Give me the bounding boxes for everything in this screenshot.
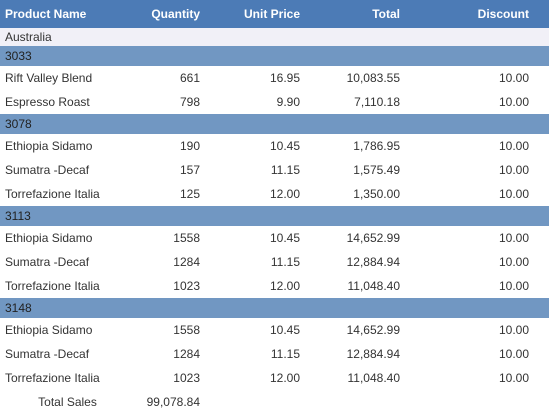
data-row: Sumatra -Decaf 1284 11.15 12,884.94 10.00 xyxy=(0,250,549,274)
cell: 10.45 xyxy=(269,139,300,153)
data-row: Ethiopia Sidamo 190 10.45 1,786.95 10.00 xyxy=(0,134,549,158)
cell: 10.00 xyxy=(498,139,529,153)
cell: 10.00 xyxy=(498,187,529,201)
cell: 125 xyxy=(179,187,200,201)
cell: 14,652.99 xyxy=(346,231,400,245)
cell: 190 xyxy=(179,139,200,153)
data-row: Ethiopia Sidamo 1558 10.45 14,652.99 10.00 xyxy=(0,318,549,342)
cell: 10,083.55 xyxy=(346,71,400,85)
cell: 1,350.00 xyxy=(353,187,400,201)
cell: 11,048.40 xyxy=(347,279,401,293)
cell: Ethiopia Sidamo xyxy=(5,139,93,153)
column-header: Quantity xyxy=(135,0,205,28)
region-label: Australia xyxy=(0,28,549,46)
data-row: Torrefazione Italia 125 12.00 1,350.00 10.00 xyxy=(0,182,549,206)
group-row: 3113 xyxy=(0,206,549,226)
cell: 798 xyxy=(179,95,200,109)
data-row: Sumatra -Decaf 157 11.15 1,575.49 10.00 xyxy=(0,158,549,182)
cell xyxy=(205,390,549,414)
cell: 10.00 xyxy=(498,323,529,337)
footer-label: Total Sales xyxy=(38,395,97,409)
cell: 12,884.94 xyxy=(346,255,400,269)
cell: Sumatra -Decaf xyxy=(5,347,90,361)
cell: 157 xyxy=(179,163,200,177)
cell: 9.90 xyxy=(276,95,300,109)
data-row: Torrefazione Italia 1023 12.00 11,048.40 10.… xyxy=(0,366,549,390)
cell: Torrefazione Italia xyxy=(5,279,100,293)
cell: Sumatra -Decaf xyxy=(5,163,90,177)
cell: 11.15 xyxy=(270,347,300,361)
footer-row: Total Sales 99,078.84 xyxy=(0,390,549,414)
cell: 14,652.99 xyxy=(346,323,400,337)
group-row: 3033 xyxy=(0,46,549,66)
region-row: Australia xyxy=(0,28,549,46)
cell: 11,048.40 xyxy=(347,371,401,385)
cell: 12.00 xyxy=(269,279,300,293)
data-row: Rift Valley Blend 661 16.95 10,083.55 10.00 xyxy=(0,66,549,90)
cell: 10.00 xyxy=(498,371,529,385)
cell: Torrefazione Italia xyxy=(5,187,100,201)
cell: 1,786.95 xyxy=(353,139,400,153)
cell: 1,575.49 xyxy=(353,163,400,177)
column-header: Unit Price xyxy=(205,0,305,28)
cell: 7,110.18 xyxy=(354,95,400,109)
cell: Espresso Roast xyxy=(5,95,90,109)
cell: 12.00 xyxy=(269,187,300,201)
cell: 10.00 xyxy=(498,95,529,109)
cell: Ethiopia Sidamo xyxy=(5,231,93,245)
column-header: Discount xyxy=(405,0,549,28)
data-row: Ethiopia Sidamo 1558 10.45 14,652.99 10.00 xyxy=(0,226,549,250)
group-id: 3113 xyxy=(0,206,549,226)
cell: 16.95 xyxy=(269,71,300,85)
group-id: 3078 xyxy=(0,114,549,134)
cell: 10.00 xyxy=(498,71,529,85)
header-row: Product Name Quantity Unit Price Total Disco… xyxy=(0,0,549,28)
column-header: Product Name xyxy=(0,0,135,28)
cell: 1023 xyxy=(173,279,200,293)
cell: 12,884.94 xyxy=(346,347,400,361)
footer-value: 99,078.84 xyxy=(146,395,200,409)
cell: 10.00 xyxy=(498,279,529,293)
cell: 1284 xyxy=(173,347,200,361)
cell: 1558 xyxy=(173,231,200,245)
data-row: Espresso Roast 798 9.90 7,110.18 10.00 xyxy=(0,90,549,114)
data-row: Sumatra -Decaf 1284 11.15 12,884.94 10.00 xyxy=(0,342,549,366)
cell: 11.15 xyxy=(270,163,300,177)
cell: Ethiopia Sidamo xyxy=(5,323,93,337)
group-row: 3148 xyxy=(0,298,549,318)
cell: 1023 xyxy=(173,371,200,385)
cell: 1558 xyxy=(173,323,200,337)
cell: Sumatra -Decaf xyxy=(5,255,90,269)
cell: 10.00 xyxy=(498,163,529,177)
cell: 11.15 xyxy=(270,255,300,269)
cell: 661 xyxy=(179,71,200,85)
cell: 10.00 xyxy=(498,347,529,361)
cell: 12.00 xyxy=(269,371,300,385)
cell: Torrefazione Italia xyxy=(5,371,100,385)
cell: Rift Valley Blend xyxy=(5,71,93,85)
group-row: 3078 xyxy=(0,114,549,134)
cell: 10.00 xyxy=(498,231,529,245)
group-id: 3148 xyxy=(0,298,549,318)
group-id: 3033 xyxy=(0,46,549,66)
column-header: Total xyxy=(305,0,405,28)
cell: 1284 xyxy=(173,255,200,269)
cell: 10.00 xyxy=(498,255,529,269)
cell: 10.45 xyxy=(269,231,300,245)
data-row: Torrefazione Italia 1023 12.00 11,048.40 10.… xyxy=(0,274,549,298)
cell: 10.45 xyxy=(269,323,300,337)
